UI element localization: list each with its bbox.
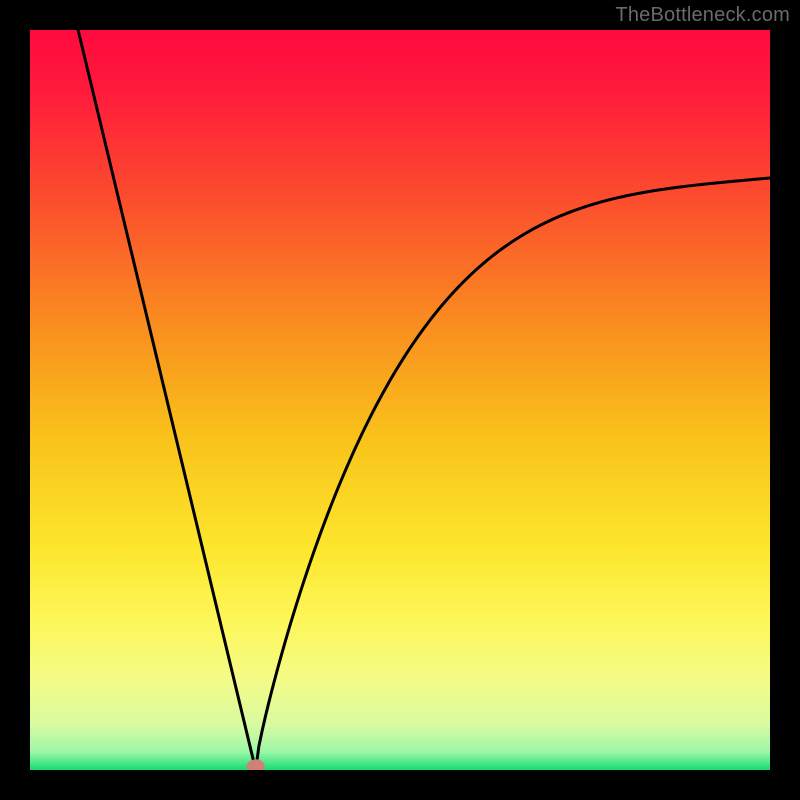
- bottleneck-chart: [30, 30, 770, 770]
- gradient-background: [30, 30, 770, 770]
- watermark-text: TheBottleneck.com: [615, 4, 790, 27]
